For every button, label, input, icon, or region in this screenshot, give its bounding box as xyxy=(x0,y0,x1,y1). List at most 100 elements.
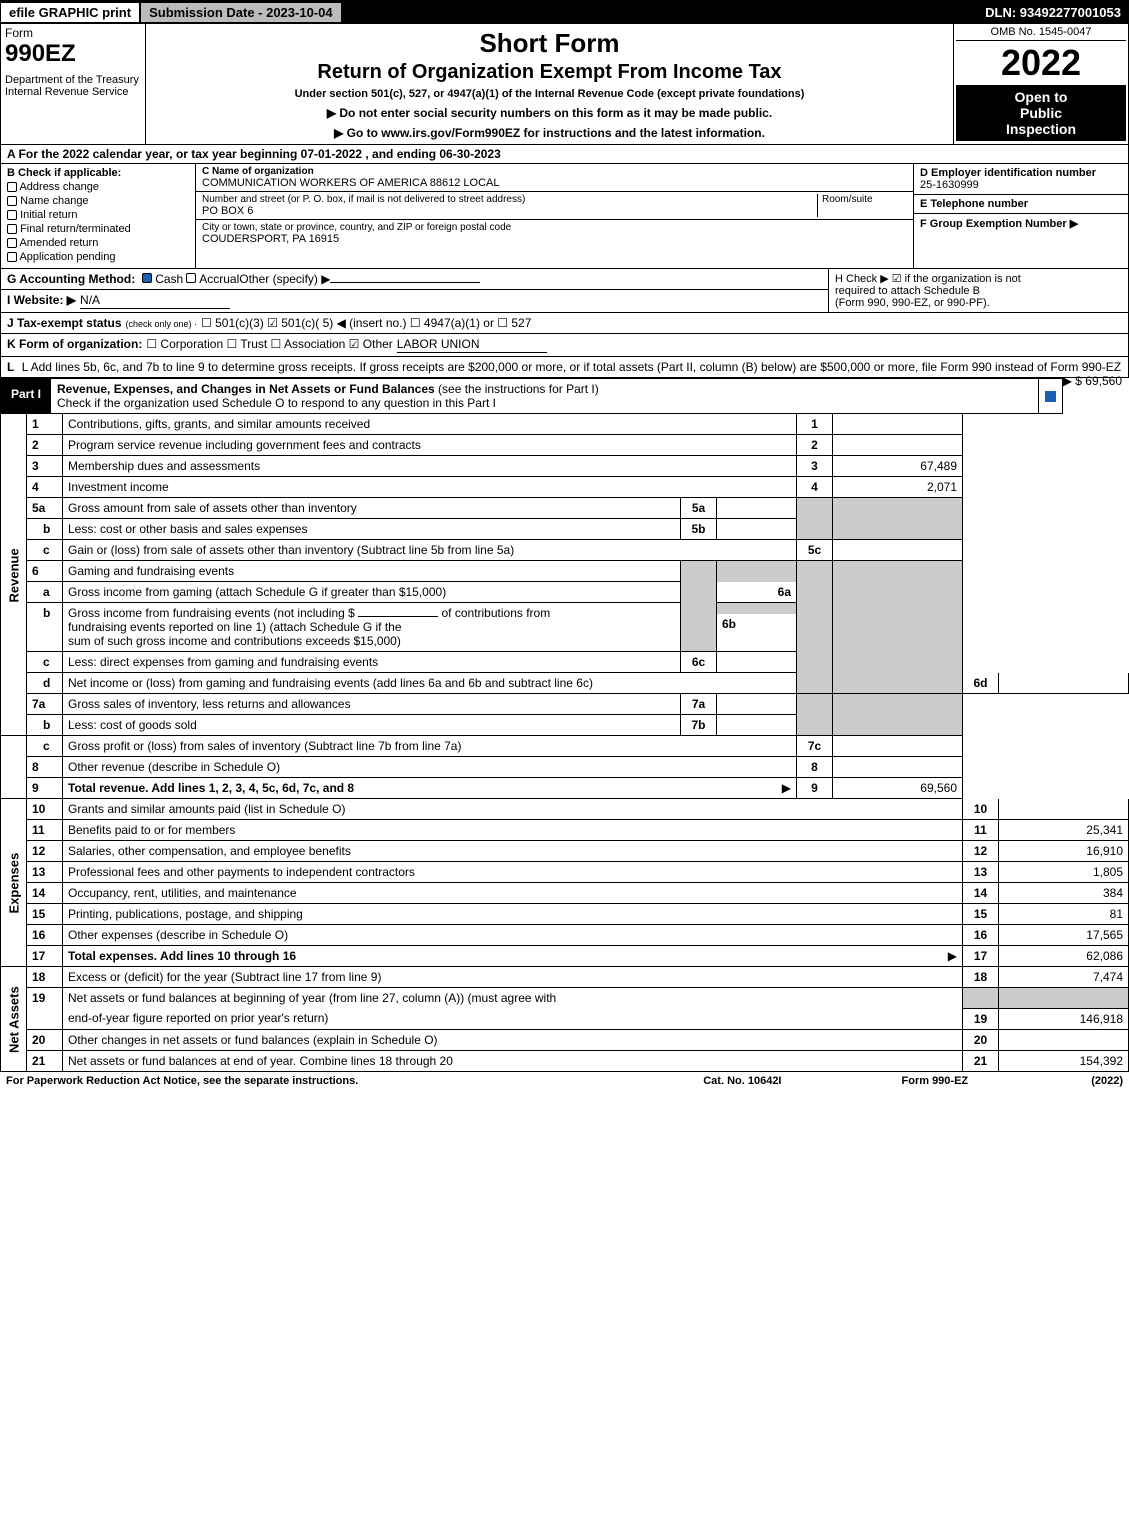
amt-21: 154,392 xyxy=(999,1050,1129,1071)
part1-check-text: Check if the organization used Schedule … xyxy=(57,396,496,410)
page-footer: For Paperwork Reduction Act Notice, see … xyxy=(0,1072,1129,1090)
addr-label: Number and street (or P. O. box, if mail… xyxy=(202,194,817,205)
box-1: 1 xyxy=(797,414,833,435)
org-name: COMMUNICATION WORKERS OF AMERICA 88612 L… xyxy=(202,177,907,189)
subv-6b: 6b xyxy=(717,614,797,651)
l-text: L Add lines 5b, 6c, and 7b to line 9 to … xyxy=(22,360,1121,374)
note-irs-link[interactable]: ▶ Go to www.irs.gov/Form990EZ for instru… xyxy=(150,126,949,140)
desc-7b: Less: cost of goods sold xyxy=(63,715,681,736)
room-suite-label: Room/suite xyxy=(817,194,907,217)
ln-19: 19 xyxy=(27,988,63,1030)
sub-5a: 5a xyxy=(681,498,717,519)
ln-6: 6 xyxy=(27,561,63,582)
section-a: A For the 2022 calendar year, or tax yea… xyxy=(0,145,1129,164)
top-bar: efile GRAPHIC print Submission Date - 20… xyxy=(0,0,1129,24)
ln-18: 18 xyxy=(27,967,63,988)
amt-20 xyxy=(999,1029,1129,1050)
desc-14: Occupancy, rent, utilities, and maintena… xyxy=(63,883,963,904)
box-12: 12 xyxy=(963,841,999,862)
section-gh: G Accounting Method: Cash Accrual Other … xyxy=(0,269,1129,313)
revenue-table: Revenue 1 Contributions, gifts, grants, … xyxy=(0,414,1129,799)
section-k: K Form of organization: ☐ Corporation ☐ … xyxy=(0,334,1129,357)
side-expenses: Expenses xyxy=(1,799,27,967)
amt-8 xyxy=(833,757,963,778)
shade-19v xyxy=(999,988,1129,1009)
ln-12: 12 xyxy=(27,841,63,862)
box-20: 20 xyxy=(963,1029,999,1050)
amt-5c xyxy=(833,540,963,561)
sub-7b: 7b xyxy=(681,715,717,736)
desc-6: Gaming and fundraising events xyxy=(63,561,681,582)
ln-14: 14 xyxy=(27,883,63,904)
ln-7a: 7a xyxy=(27,694,63,715)
ln-7b: b xyxy=(27,715,63,736)
amt-4: 2,071 xyxy=(833,477,963,498)
box-2: 2 xyxy=(797,435,833,456)
other-specify-input[interactable] xyxy=(330,281,480,283)
city-label: City or town, state or province, country… xyxy=(202,222,907,233)
box-10: 10 xyxy=(963,799,999,820)
ein-value: 25-1630999 xyxy=(920,179,1122,191)
desc-20: Other changes in net assets or fund bala… xyxy=(63,1029,963,1050)
part1-header: Part I Revenue, Expenses, and Changes in… xyxy=(0,378,1063,414)
cb-initial-return[interactable]: Initial return xyxy=(7,209,189,221)
amt-6d xyxy=(999,673,1129,694)
box-16: 16 xyxy=(963,925,999,946)
desc-11: Benefits paid to or for members xyxy=(63,820,963,841)
j-options[interactable]: ☐ 501(c)(3) ☑ 501(c)( 5) ◀ (insert no.) … xyxy=(201,316,531,330)
sub-7a: 7a xyxy=(681,694,717,715)
ln-17: 17 xyxy=(27,946,63,967)
ln-3: 3 xyxy=(27,456,63,477)
cb-application-pending[interactable]: Application pending xyxy=(7,251,189,263)
ln-16: 16 xyxy=(27,925,63,946)
section-j: J Tax-exempt status (check only one) · ☐… xyxy=(0,313,1129,334)
cb-name-change[interactable]: Name change xyxy=(7,195,189,207)
opt-accrual: Accrual xyxy=(199,272,239,286)
sub-6c: 6c xyxy=(681,652,717,673)
cb-accrual[interactable] xyxy=(186,273,196,283)
form-header: Form 990EZ Department of the Treasury In… xyxy=(0,24,1129,145)
box-13: 13 xyxy=(963,862,999,883)
opt-other: Other (specify) ▶ xyxy=(239,272,330,286)
shade-5 xyxy=(797,498,833,540)
shade-6sub xyxy=(681,561,717,652)
box-4: 4 xyxy=(797,477,833,498)
desc-7c: Gross profit or (loss) from sales of inv… xyxy=(63,736,797,757)
open-inspection: Open to Public Inspection xyxy=(956,85,1126,141)
amt-12: 16,910 xyxy=(999,841,1129,862)
desc-21: Net assets or fund balances at end of ye… xyxy=(63,1050,963,1071)
ln-7c: c xyxy=(27,736,63,757)
org-address: PO BOX 6 xyxy=(202,205,817,217)
ln-10: 10 xyxy=(27,799,63,820)
cb-cash[interactable] xyxy=(142,273,152,283)
section-i: I Website: ▶ N/A xyxy=(1,289,828,312)
ln-6c: c xyxy=(27,652,63,673)
cb-address-change[interactable]: Address change xyxy=(7,181,189,193)
subtitle: Under section 501(c), 527, or 4947(a)(1)… xyxy=(150,88,949,100)
section-b-label: B Check if applicable: xyxy=(7,167,189,179)
box-8: 8 xyxy=(797,757,833,778)
cb-amended-return[interactable]: Amended return xyxy=(7,237,189,249)
subv-5b xyxy=(717,519,797,540)
part1-schedule-o-checkbox[interactable] xyxy=(1038,379,1062,413)
k-other-value: LABOR UNION xyxy=(397,337,547,353)
shade-6 xyxy=(797,561,833,694)
j-sub: (check only one) · xyxy=(126,319,198,329)
amt-15: 81 xyxy=(999,904,1129,925)
box-21: 21 xyxy=(963,1050,999,1071)
shade-19 xyxy=(963,988,999,1009)
h-line-3: (Form 990, 990-EZ, or 990-PF). xyxy=(835,297,1122,309)
amt-3: 67,489 xyxy=(833,456,963,477)
header-left: Form 990EZ Department of the Treasury In… xyxy=(1,24,146,144)
h-line-1: H Check ▶ ☑ if the organization is not xyxy=(835,272,1122,285)
desc-12: Salaries, other compensation, and employ… xyxy=(63,841,963,862)
cb-final-return[interactable]: Final return/terminated xyxy=(7,223,189,235)
efile-print-button[interactable]: efile GRAPHIC print xyxy=(0,2,140,23)
ln-5c: c xyxy=(27,540,63,561)
ln-4: 4 xyxy=(27,477,63,498)
amt-19: 146,918 xyxy=(999,1008,1129,1029)
k-options[interactable]: ☐ Corporation ☐ Trust ☐ Association ☑ Ot… xyxy=(146,337,392,351)
org-name-label: C Name of organization xyxy=(202,166,907,177)
amt-14: 384 xyxy=(999,883,1129,904)
box-5c: 5c xyxy=(797,540,833,561)
